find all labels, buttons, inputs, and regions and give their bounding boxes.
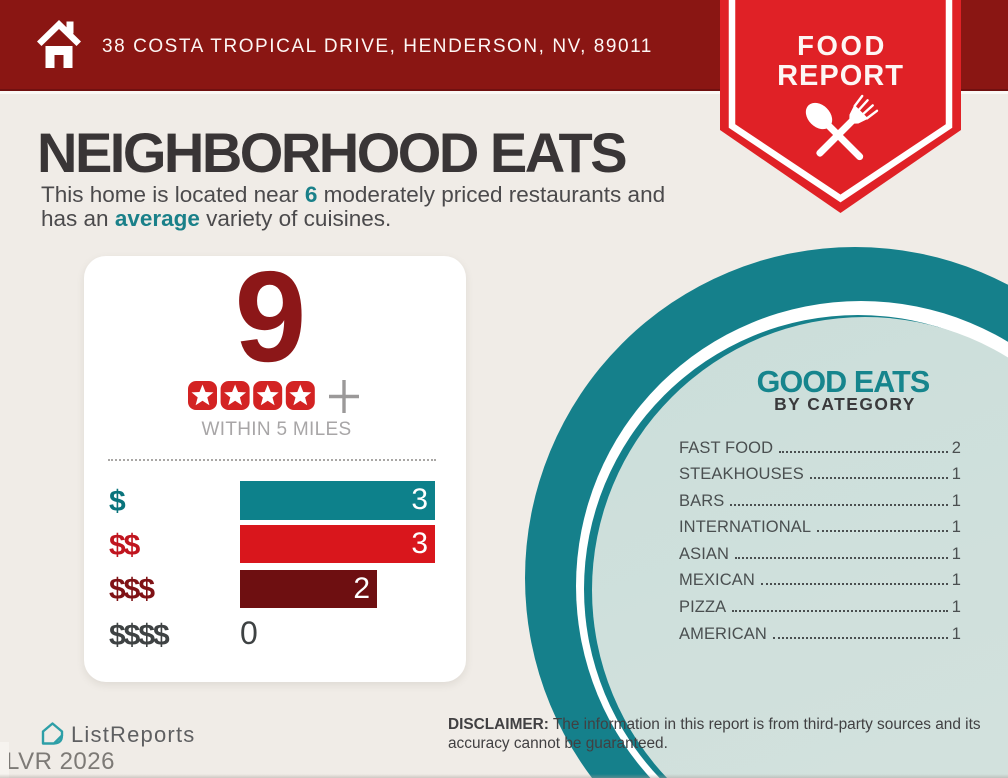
svg-text:REPORT: REPORT — [777, 60, 904, 92]
svg-text:FOOD: FOOD — [797, 30, 887, 61]
